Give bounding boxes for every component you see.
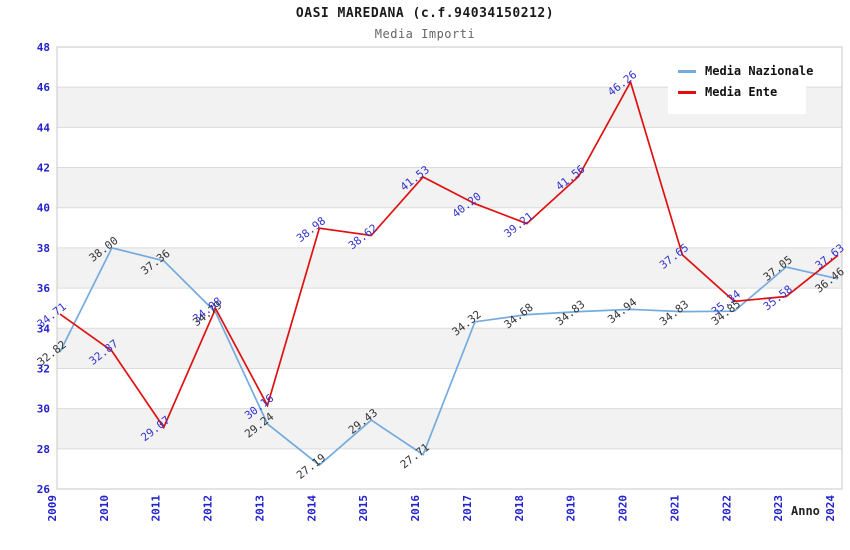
plot-band xyxy=(57,167,842,208)
x-tick-label: 2019 xyxy=(565,495,578,522)
y-tick-label: 38 xyxy=(37,242,50,255)
legend: Media Nazionale Media Ente xyxy=(668,53,813,114)
legend-item-media-nazionale: Media Nazionale xyxy=(678,64,813,78)
y-tick-label: 28 xyxy=(37,443,50,456)
data-label: 34.83 xyxy=(657,298,691,329)
x-tick-label: 2021 xyxy=(668,495,681,522)
y-tick-label: 30 xyxy=(37,403,50,416)
data-label: 39.21 xyxy=(502,210,536,241)
plot-border xyxy=(56,46,843,490)
data-label: 34.83 xyxy=(553,298,587,329)
y-tick-label: 40 xyxy=(37,202,50,215)
plot-band xyxy=(57,328,842,369)
x-tick-label: 2015 xyxy=(357,495,370,522)
y-tick-label: 34 xyxy=(37,322,51,335)
x-axis-title: Anno xyxy=(791,504,820,518)
y-tick-label: 36 xyxy=(37,282,51,295)
y-tick-label: 32 xyxy=(37,362,50,375)
legend-item-media-ente: Media Ente xyxy=(678,85,798,99)
media-nazionale-line-swatch xyxy=(678,69,696,73)
data-label: 27.19 xyxy=(294,451,328,482)
x-tick-label: 2022 xyxy=(720,495,733,522)
y-tick-label: 44 xyxy=(37,121,51,134)
plot-band xyxy=(57,247,842,289)
x-tick-label: 2010 xyxy=(98,495,111,522)
x-tick-label: 2011 xyxy=(150,495,163,522)
x-tick-label: 2009 xyxy=(46,495,59,522)
x-tick-label: 2016 xyxy=(409,495,422,522)
data-label: 38.98 xyxy=(294,214,328,245)
series-line-media-ente xyxy=(59,79,839,430)
data-label: 34.94 xyxy=(605,295,639,326)
media-ente-line-swatch xyxy=(678,90,696,94)
data-label: 34.68 xyxy=(502,301,536,332)
y-tick-label: 46 xyxy=(37,81,51,94)
y-tick-label: 48 xyxy=(37,41,50,54)
x-tick-label: 2020 xyxy=(617,495,630,522)
series-line-media-nazionale xyxy=(59,246,839,467)
plot-band xyxy=(57,408,842,449)
data-label: 34.71 xyxy=(35,300,69,331)
chart-title: OASI MAREDANA (c.f.94034150212) xyxy=(295,6,555,21)
x-tick-label: 2012 xyxy=(202,495,215,522)
x-tick-label: 2024 xyxy=(824,495,837,522)
legend-label-media-ente: Media Ente xyxy=(705,85,778,99)
x-tick-label: 2018 xyxy=(513,495,526,522)
x-tick-label: 2017 xyxy=(461,495,474,522)
y-tick-label: 26 xyxy=(37,483,51,496)
chart-subtitle: Media Importi xyxy=(374,27,476,41)
x-tick-label: 2014 xyxy=(305,495,318,522)
y-tick-label: 42 xyxy=(37,162,50,175)
x-tick-label: 2013 xyxy=(253,495,266,522)
x-tick-label: 2023 xyxy=(772,495,785,522)
legend-label-media-nazionale: Media Nazionale xyxy=(705,64,814,78)
